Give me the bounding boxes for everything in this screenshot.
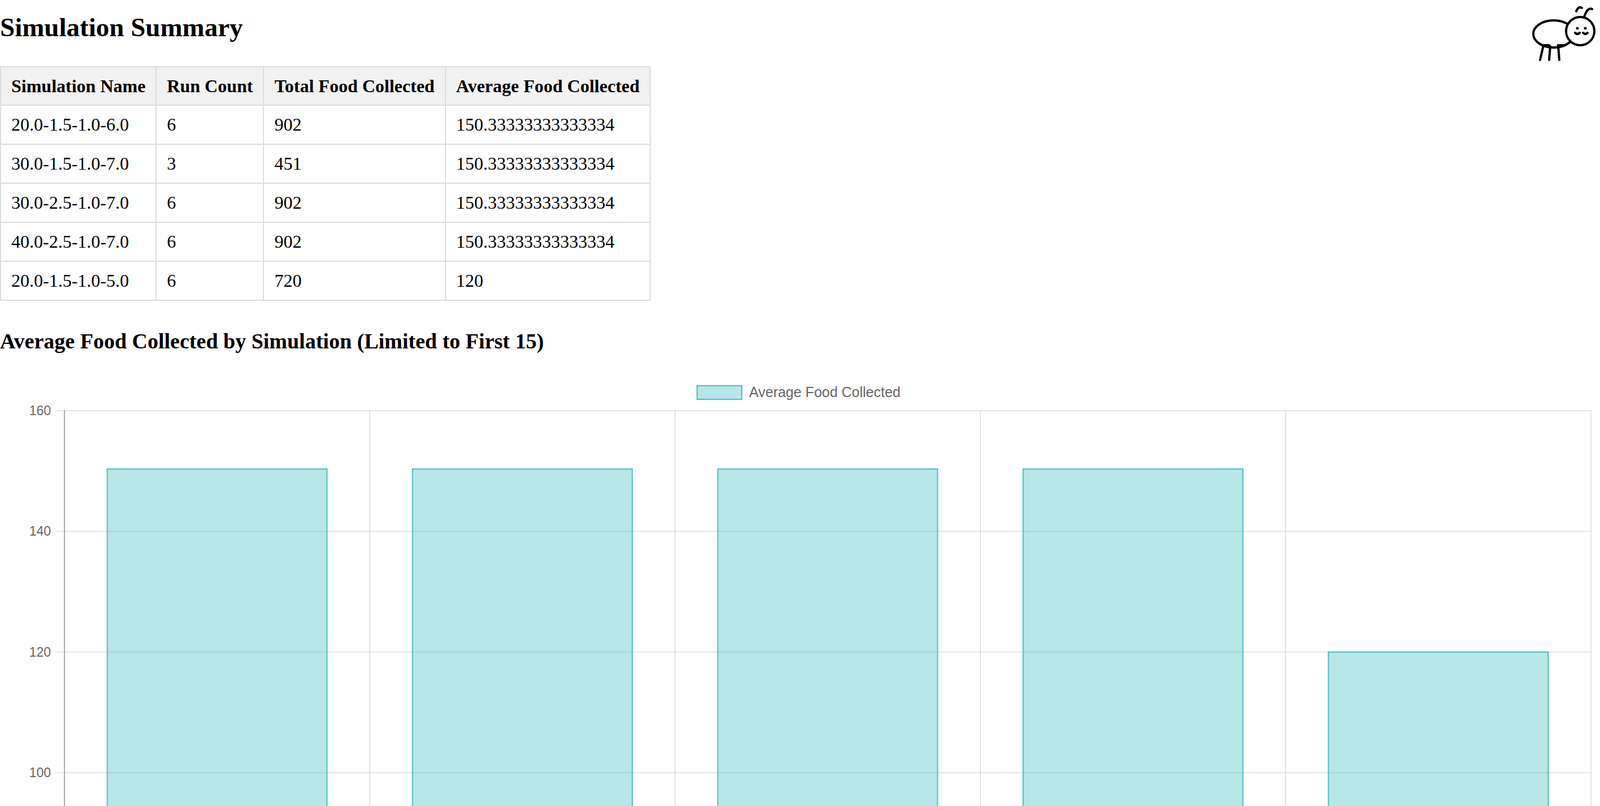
y-tick-label: 140 bbox=[29, 523, 51, 539]
table-cell: 902 bbox=[263, 222, 445, 262]
y-axis-line bbox=[63, 410, 66, 806]
chart-title: Average Food Collected by Simulation (Li… bbox=[0, 327, 544, 354]
table-cell: 720 bbox=[263, 261, 445, 301]
vertical-grid-line bbox=[1285, 410, 1287, 806]
table-cell: 30.0-1.5-1.0-7.0 bbox=[0, 144, 157, 184]
y-tick-label: 120 bbox=[29, 644, 51, 660]
table-row: 20.0-1.5-1.0-6.06902150.33333333333334 bbox=[0, 105, 651, 145]
bar bbox=[1023, 468, 1244, 806]
table-cell: 3 bbox=[156, 144, 264, 184]
table-cell: 902 bbox=[263, 183, 445, 223]
legend-swatch bbox=[697, 385, 742, 400]
column-header: Run Count bbox=[156, 66, 264, 106]
y-tick bbox=[56, 530, 65, 532]
table-cell: 150.33333333333334 bbox=[445, 105, 651, 145]
table-cell: 40.0-2.5-1.0-7.0 bbox=[0, 222, 157, 262]
y-tick-label: 100 bbox=[29, 764, 51, 780]
column-header: Total Food Collected bbox=[263, 66, 445, 106]
table-cell: 30.0-2.5-1.0-7.0 bbox=[0, 183, 157, 223]
table-cell: 451 bbox=[263, 144, 445, 184]
table-cell: 6 bbox=[156, 105, 264, 145]
table-cell: 902 bbox=[263, 105, 445, 145]
summary-table: Simulation NameRun CountTotal Food Colle… bbox=[0, 66, 651, 301]
grid-line bbox=[64, 409, 1591, 412]
y-tick bbox=[56, 771, 65, 773]
bars bbox=[107, 468, 1549, 806]
table-row: 30.0-1.5-1.0-7.03451150.33333333333334 bbox=[0, 144, 651, 184]
table-cell: 20.0-1.5-1.0-6.0 bbox=[0, 105, 157, 145]
bar bbox=[412, 468, 633, 806]
table-cell: 6 bbox=[156, 183, 264, 223]
table-cell: 150.33333333333334 bbox=[445, 144, 651, 184]
y-tick bbox=[56, 651, 65, 653]
table-cell: 6 bbox=[156, 222, 264, 262]
vertical-grid-line bbox=[979, 410, 981, 806]
bar-chart: 100 120 140 160 Average Food Collected bbox=[0, 367, 1600, 806]
table-row: 20.0-1.5-1.0-5.06720120 bbox=[0, 261, 651, 301]
table-cell: 6 bbox=[156, 261, 264, 301]
vertical-grid-line bbox=[63, 410, 66, 806]
legend-label: Average Food Collected bbox=[749, 383, 901, 400]
y-tick bbox=[56, 409, 65, 412]
table-row: 30.0-2.5-1.0-7.06902150.33333333333334 bbox=[0, 183, 651, 223]
table-cell: 150.33333333333334 bbox=[445, 222, 651, 262]
ant-logo bbox=[1526, 5, 1598, 63]
header-row: Simulation NameRun CountTotal Food Colle… bbox=[0, 66, 651, 106]
vertical-grid-line bbox=[369, 410, 371, 806]
bar bbox=[1328, 651, 1549, 806]
table-cell: 20.0-1.5-1.0-5.0 bbox=[0, 261, 157, 301]
column-header: Simulation Name bbox=[0, 66, 157, 106]
vertical-grid-line bbox=[674, 410, 676, 806]
column-header: Average Food Collected bbox=[445, 66, 651, 106]
table-cell: 150.33333333333334 bbox=[445, 183, 651, 223]
table-cell: 120 bbox=[445, 261, 651, 301]
bar bbox=[718, 468, 938, 806]
y-tick-label: 160 bbox=[29, 403, 51, 418]
page-title: Simulation Summary bbox=[0, 11, 244, 43]
bar bbox=[107, 468, 328, 806]
vertical-grid-line bbox=[1590, 410, 1592, 806]
table-row: 40.0-2.5-1.0-7.06902150.33333333333334 bbox=[0, 222, 651, 262]
